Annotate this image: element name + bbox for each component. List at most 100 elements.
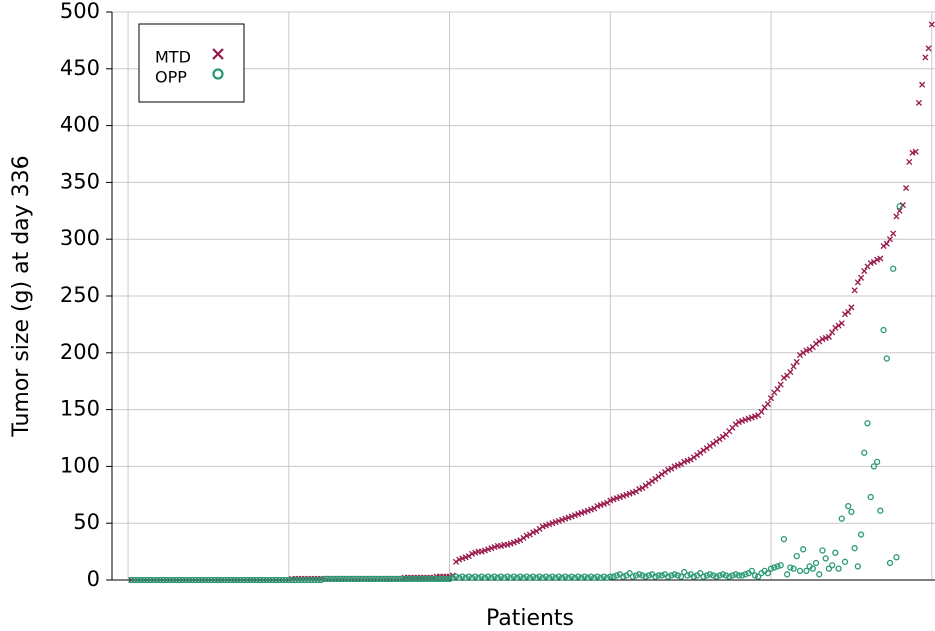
cross-marker: [697, 449, 704, 456]
circle-marker: [321, 575, 328, 583]
circle-marker: [729, 572, 736, 579]
circle-marker: [703, 572, 710, 579]
cross-marker: [906, 158, 913, 166]
circle-marker: [250, 576, 257, 584]
y-tick-label: 200: [60, 340, 100, 364]
circle-marker: [565, 574, 572, 581]
circle-marker: [896, 203, 903, 210]
circle-marker: [873, 458, 881, 466]
circle-marker: [317, 576, 325, 584]
circle-marker: [658, 572, 665, 579]
circle-marker: [632, 572, 640, 579]
circle-marker: [462, 574, 469, 581]
circle-marker: [719, 571, 726, 578]
cross-marker: [832, 324, 839, 331]
circle-marker: [890, 265, 897, 272]
cross-marker: [764, 400, 771, 407]
cross-marker: [700, 447, 707, 454]
cross-marker: [854, 279, 861, 286]
circle-marker: [333, 575, 341, 583]
circle-marker: [713, 573, 720, 580]
cross-marker: [890, 230, 897, 237]
circle-marker: [366, 575, 373, 583]
cross-marker: [806, 346, 813, 353]
legend-marker: [212, 68, 224, 80]
circle-marker: [150, 576, 157, 584]
circle-marker: [542, 573, 550, 580]
cross-marker: [812, 340, 820, 347]
cross-marker: [452, 558, 460, 565]
circle-marker: [349, 575, 357, 583]
circle-marker: [671, 571, 678, 578]
circle-marker: [684, 572, 691, 579]
circle-marker: [812, 559, 820, 567]
cross-marker: [517, 537, 524, 544]
circle-marker: [285, 576, 292, 584]
circle-marker: [603, 574, 611, 581]
circle-marker: [539, 574, 546, 581]
circle-marker: [546, 574, 553, 581]
circle-marker: [620, 573, 627, 580]
circle-marker: [359, 575, 366, 583]
circle-marker: [330, 575, 337, 583]
cross-marker: [835, 322, 842, 329]
cross-marker: [719, 433, 726, 440]
circle-marker: [231, 576, 238, 584]
circle-marker: [385, 575, 392, 583]
circle-marker: [292, 576, 299, 584]
circle-marker: [809, 565, 816, 572]
circle-marker: [562, 573, 569, 580]
circle-marker: [893, 554, 900, 561]
cross-marker: [922, 54, 929, 61]
circle-marker: [157, 576, 164, 584]
y-tick-label: 400: [60, 113, 100, 137]
cross-marker: [758, 408, 765, 415]
circle-marker: [880, 326, 887, 334]
circle-marker: [735, 572, 743, 579]
circle-marker: [362, 575, 370, 583]
circle-marker: [652, 573, 659, 580]
circle-marker: [343, 575, 350, 583]
circle-marker: [234, 576, 241, 584]
cross-marker: [841, 311, 849, 318]
y-tick-label: 50: [73, 510, 100, 534]
legend-box: [138, 23, 245, 103]
y-tick-label: 100: [60, 453, 100, 477]
circle-marker: [767, 565, 775, 572]
circle-marker: [587, 573, 595, 580]
circle-marker: [375, 575, 382, 583]
circle-marker: [372, 575, 379, 583]
circle-marker: [411, 575, 418, 583]
cross-marker: [915, 99, 922, 106]
circle-marker: [484, 573, 492, 580]
cross-marker: [645, 480, 652, 487]
circle-marker: [513, 574, 521, 581]
circle-marker: [597, 574, 604, 581]
circle-marker: [790, 565, 797, 572]
circle-marker: [832, 549, 839, 556]
cross-marker: [903, 185, 910, 192]
circle-marker: [189, 576, 196, 584]
cross-marker: [639, 484, 646, 492]
circle-marker: [845, 503, 852, 510]
circle-marker: [594, 573, 601, 580]
circle-marker: [851, 545, 858, 552]
circle-marker: [665, 573, 672, 580]
circle-marker: [256, 576, 264, 584]
circle-marker: [314, 576, 321, 584]
y-tick-label: 0: [87, 567, 100, 591]
circle-marker: [202, 576, 209, 584]
circle-marker: [337, 575, 344, 583]
cross-marker: [787, 369, 794, 376]
cross-marker: [899, 202, 906, 209]
circle-marker: [764, 570, 771, 577]
cross-marker: [919, 81, 926, 88]
circle-marker: [266, 576, 273, 584]
circle-marker: [404, 575, 411, 583]
cross-marker: [845, 308, 852, 315]
circle-marker: [533, 574, 540, 581]
circle-marker: [526, 574, 534, 581]
y-tick-label: 500: [60, 0, 100, 23]
circle-marker: [137, 576, 145, 584]
